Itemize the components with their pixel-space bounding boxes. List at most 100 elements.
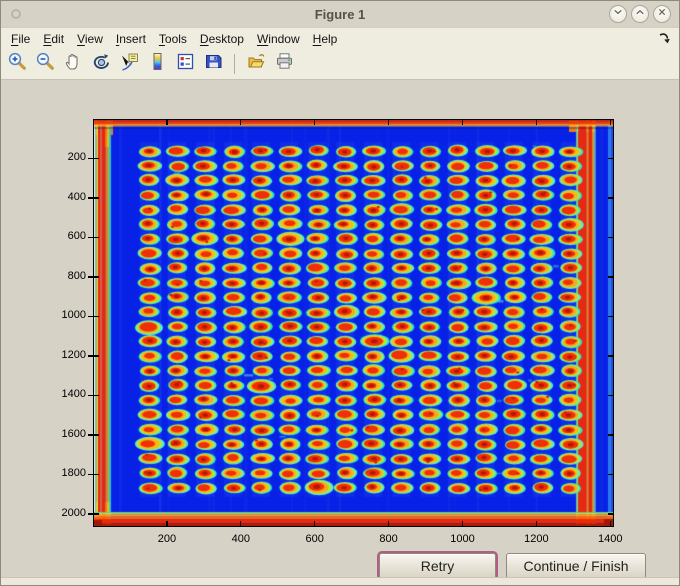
zoom-in-button[interactable] xyxy=(6,52,28,75)
y-tick-label: 1600 xyxy=(61,427,86,440)
y-tick-label: 1400 xyxy=(61,388,86,401)
plot-axes xyxy=(93,119,614,527)
window-title: Figure 1 xyxy=(314,7,366,22)
open-button[interactable] xyxy=(245,53,267,75)
x-tick-mark xyxy=(314,521,316,527)
toolbar-separator xyxy=(234,54,235,74)
x-tick-mark xyxy=(166,521,168,527)
rotate-icon xyxy=(91,51,112,77)
data-cursor-icon xyxy=(119,51,140,77)
y-tick-mark xyxy=(88,236,93,239)
y-tick-mark xyxy=(94,434,99,436)
x-tick-label: 1200 xyxy=(524,533,549,545)
y-tick-mark xyxy=(88,473,93,476)
y-tick-label: 1800 xyxy=(61,467,86,480)
y-tick-mark xyxy=(608,157,613,160)
x-tick-label: 400 xyxy=(231,533,250,545)
y-tick-mark xyxy=(94,315,99,318)
y-tick-mark xyxy=(94,197,99,199)
dock-figure-button[interactable] xyxy=(657,31,672,46)
floppy-icon xyxy=(203,51,224,77)
window-titlebar: Figure 1 xyxy=(1,1,679,28)
x-tick-mark xyxy=(240,120,242,125)
menu-tools[interactable]: Tools xyxy=(158,31,187,46)
y-tick-mark xyxy=(88,434,93,436)
folder-open-icon xyxy=(246,51,267,77)
menu-view[interactable]: View xyxy=(77,31,103,46)
y-tick-mark xyxy=(608,355,613,357)
window-bottom-edge xyxy=(1,577,679,585)
x-tick-mark xyxy=(314,120,316,125)
y-tick-mark xyxy=(88,394,93,397)
print-button[interactable] xyxy=(273,53,295,75)
y-tick-mark xyxy=(608,315,613,318)
x-tick-mark xyxy=(388,521,390,527)
y-tick-mark xyxy=(608,434,613,436)
x-tick-label: 600 xyxy=(305,533,324,545)
y-tick-mark xyxy=(608,276,613,278)
zoom-out-icon xyxy=(35,51,56,77)
y-tick-label: 1200 xyxy=(61,348,86,361)
y-tick-mark xyxy=(94,276,99,278)
x-tick-mark xyxy=(609,521,611,527)
y-tick-label: 800 xyxy=(67,269,86,282)
y-tick-mark xyxy=(94,157,99,160)
menu-help[interactable]: Help xyxy=(312,31,338,46)
heatmap-image[interactable] xyxy=(94,120,613,526)
hand-icon xyxy=(63,51,84,77)
y-tick-mark xyxy=(608,473,613,476)
y-tick-label: 600 xyxy=(67,230,86,243)
x-tick-mark xyxy=(240,521,242,527)
x-tick-mark xyxy=(535,120,538,125)
y-tick-mark xyxy=(88,197,93,199)
y-tick-mark xyxy=(88,157,93,160)
save-button[interactable] xyxy=(202,53,224,75)
rotate-3d-button[interactable] xyxy=(90,53,112,75)
y-tick-label: 1000 xyxy=(61,309,86,322)
y-tick-label: 200 xyxy=(67,151,86,164)
y-tick-mark xyxy=(88,355,93,357)
shade-button[interactable] xyxy=(609,5,627,23)
x-tick-label: 1000 xyxy=(450,533,475,545)
x-tick-mark xyxy=(462,120,464,125)
y-tick-mark xyxy=(608,236,613,239)
y-tick-mark xyxy=(94,355,99,357)
pan-button[interactable] xyxy=(62,53,84,75)
insert-colorbar-button[interactable] xyxy=(146,53,168,75)
x-tick-mark xyxy=(388,120,390,125)
insert-legend-button[interactable] xyxy=(174,53,196,75)
chevron-up-icon xyxy=(633,5,647,24)
menu-edit[interactable]: Edit xyxy=(43,31,65,46)
data-cursor-button[interactable] xyxy=(118,53,140,75)
x-tick-label: 200 xyxy=(157,533,177,545)
printer-icon xyxy=(274,51,295,77)
window-menu-button circle-icon[interactable] xyxy=(11,9,21,19)
x-tick-mark xyxy=(462,521,464,527)
maximize-button[interactable] xyxy=(631,5,649,23)
y-tick-mark xyxy=(94,236,99,239)
retry-button[interactable]: Retry xyxy=(379,553,496,579)
colorbar-icon xyxy=(147,51,168,77)
figure-toolbar xyxy=(1,49,679,80)
x-tick-label: 800 xyxy=(379,533,398,545)
close-icon xyxy=(655,5,669,24)
y-tick-mark xyxy=(88,513,93,515)
menu-desktop[interactable]: Desktop xyxy=(199,31,244,46)
menu-window[interactable]: Window xyxy=(256,31,300,46)
x-tick-mark xyxy=(535,521,538,527)
y-tick-label: 400 xyxy=(67,190,86,203)
y-tick-mark xyxy=(608,197,613,199)
y-tick-mark xyxy=(608,394,613,397)
y-tick-mark xyxy=(94,473,99,476)
menu-bar: File Edit View Insert Tools Desktop Window Help xyxy=(1,28,679,49)
chevron-down-icon xyxy=(611,5,625,24)
y-tick-mark xyxy=(94,513,99,515)
x-tick-label: 1400 xyxy=(598,533,623,545)
menu-file[interactable]: File xyxy=(11,31,31,46)
zoom-out-button[interactable] xyxy=(34,51,56,77)
menu-insert[interactable]: Insert xyxy=(115,31,146,46)
close-button[interactable] xyxy=(653,5,671,23)
y-tick-mark xyxy=(608,513,613,515)
continue-finish-button[interactable]: Continue / Finish xyxy=(506,553,646,579)
